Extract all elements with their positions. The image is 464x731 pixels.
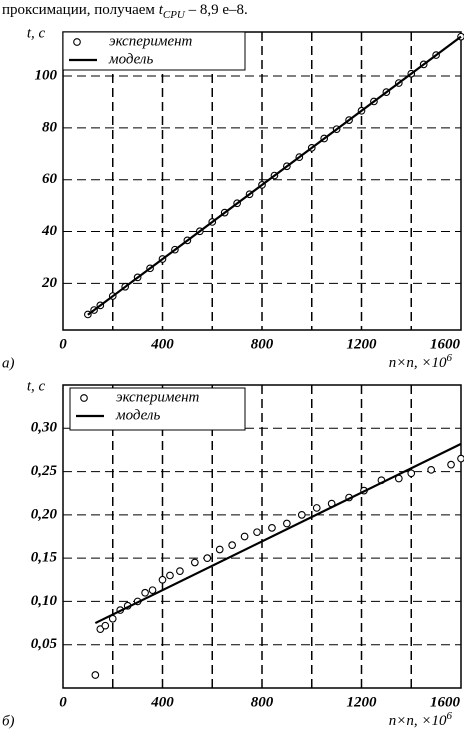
header-var: t bbox=[159, 2, 164, 18]
data-point bbox=[427, 465, 436, 474]
y-tick-label: 0,20 bbox=[31, 506, 58, 522]
data-point bbox=[312, 504, 321, 512]
data-point bbox=[91, 671, 100, 679]
x-tick-label: 800 bbox=[251, 336, 274, 352]
legend-label: эксперимент bbox=[109, 33, 193, 49]
model-line bbox=[87, 35, 462, 316]
x-tick-label: 0 bbox=[59, 336, 67, 352]
data-point bbox=[447, 460, 455, 469]
y-axis-label: t, c bbox=[27, 25, 46, 41]
x-axis-label-main: n×n, ×10 bbox=[389, 713, 447, 729]
x-tick-label: 0 bbox=[59, 694, 67, 710]
data-point bbox=[176, 567, 184, 575]
data-point bbox=[407, 469, 416, 478]
legend-box bbox=[62, 31, 246, 71]
y-tick-label: 0,25 bbox=[31, 463, 58, 479]
data-point bbox=[158, 575, 167, 584]
y-tick-label: 80 bbox=[42, 119, 58, 135]
x-axis-label-main: n×n, ×10 bbox=[389, 355, 447, 371]
data-point bbox=[166, 571, 174, 580]
x-axis-label-sup: 6 bbox=[447, 352, 453, 364]
x-tick-label: 1600 bbox=[430, 336, 461, 352]
x-tick-label: 800 bbox=[251, 694, 274, 710]
header-rest: – 8,9 e–8. bbox=[185, 2, 248, 18]
legend-box bbox=[69, 387, 246, 431]
data-point bbox=[190, 558, 199, 567]
data-point bbox=[141, 588, 149, 597]
legend-marker bbox=[80, 394, 88, 402]
header-part: проксимации, получаем bbox=[2, 2, 159, 18]
y-tick-label: 60 bbox=[42, 171, 58, 187]
y-tick-label: 0,30 bbox=[31, 420, 58, 436]
legend-marker bbox=[73, 38, 81, 46]
y-tick-label: 0,10 bbox=[31, 593, 58, 609]
data-point bbox=[203, 554, 212, 562]
panel-label: а) bbox=[2, 355, 15, 371]
data-point bbox=[253, 528, 261, 537]
y-tick-label: 40 bbox=[41, 223, 58, 239]
data-point bbox=[283, 519, 291, 528]
header-text: проксимации, получаем tCPU – 8,9 e–8. bbox=[2, 2, 248, 20]
y-tick-label: 0,15 bbox=[31, 550, 58, 566]
legend-label: модель bbox=[115, 407, 160, 423]
x-tick-label: 400 bbox=[150, 694, 174, 710]
data-point bbox=[457, 454, 464, 463]
panel-label: б) bbox=[2, 713, 15, 729]
data-point bbox=[215, 545, 224, 554]
data-point bbox=[297, 511, 306, 519]
x-tick-label: 1200 bbox=[347, 694, 378, 710]
x-axis-label-sup: 6 bbox=[447, 710, 453, 722]
data-point bbox=[240, 532, 249, 541]
x-axis-label: n×n, ×106 bbox=[389, 710, 453, 730]
data-point bbox=[148, 586, 157, 595]
data-point bbox=[268, 523, 276, 532]
x-tick-label: 1600 bbox=[430, 694, 461, 710]
model-line bbox=[94, 442, 462, 625]
data-point bbox=[228, 541, 236, 550]
x-tick-label: 1200 bbox=[347, 336, 378, 352]
legend-label: эксперимент bbox=[116, 389, 200, 405]
plot-frame bbox=[62, 384, 462, 689]
header-sub: CPU bbox=[163, 9, 186, 21]
legend-label: модель bbox=[108, 51, 153, 67]
x-tick-label: 400 bbox=[150, 336, 174, 352]
y-tick-label: 0,05 bbox=[31, 636, 58, 652]
y-tick-label: 20 bbox=[41, 275, 58, 291]
x-axis-label: n×n, ×106 bbox=[389, 352, 453, 372]
y-axis-label: t, c bbox=[27, 378, 46, 394]
data-point bbox=[101, 621, 110, 630]
plot-frame bbox=[62, 31, 462, 331]
y-tick-label: 100 bbox=[35, 67, 58, 83]
